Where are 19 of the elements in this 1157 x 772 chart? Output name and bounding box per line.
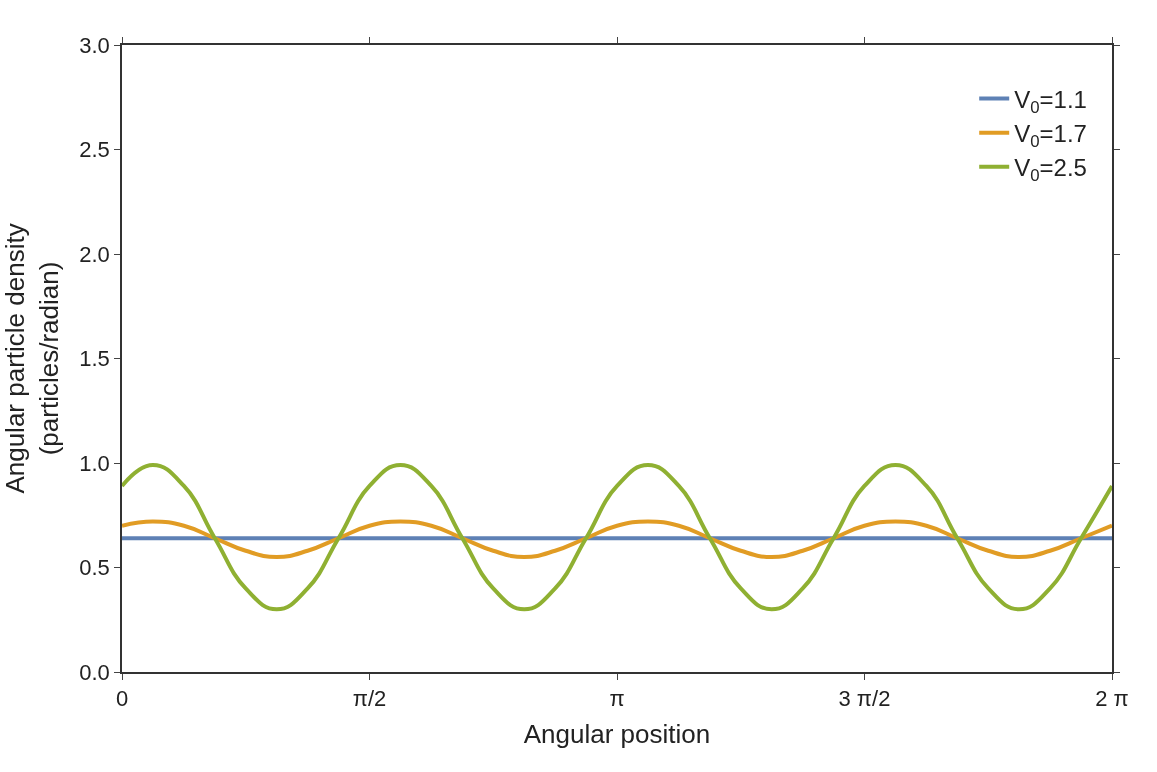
x-tick-label: 0 [115,686,129,712]
y-axis-title: Angular particle density (particles/radian) [0,223,64,494]
x-tick-label: 3 π/2 [838,686,891,712]
x-axis-title: Angular position [523,719,711,750]
y-tick-label: 0.0 [79,659,110,685]
y-tick-label: 1.5 [79,346,110,372]
y-tick-label: 2.5 [79,137,110,163]
line-series [122,519,1112,560]
x-tick-label: π [609,686,625,712]
line-series [122,463,1112,612]
y-tick-label: 0.5 [79,555,110,581]
x-tick-label: 2 π [1095,686,1129,712]
y-tick-label: 1.0 [79,450,110,476]
legend-label: V$_{0}$=1.7 [1014,120,1087,152]
x-tick-label: π/2 [352,686,387,712]
legend-label: V$_{0}$=1.1 [1014,85,1087,117]
y-tick-label: 2.0 [79,241,110,267]
legend-label: V$_{0}$=2.5 [1014,154,1087,186]
y-tick-label: 3.0 [79,32,110,58]
